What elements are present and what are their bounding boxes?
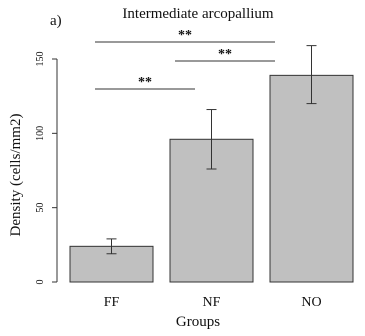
x-tick-label: NF xyxy=(203,295,221,310)
y-tick-label: 50 xyxy=(35,203,46,213)
bar-no xyxy=(269,74,354,283)
y-tick-label: 0 xyxy=(35,280,46,285)
y-axis-label: Density (cells/mm2) xyxy=(8,114,24,237)
x-axis-label: Groups xyxy=(176,314,220,330)
panel-label: a) xyxy=(50,13,62,29)
chart-title: Intermediate arcopallium xyxy=(122,6,274,22)
significance-label: ** xyxy=(138,75,152,90)
x-tick-label: FF xyxy=(104,295,120,310)
significance-label: ** xyxy=(178,28,192,43)
y-tick-label: 100 xyxy=(35,126,46,141)
significance-label: ** xyxy=(218,47,232,62)
x-tick-label: NO xyxy=(301,295,321,310)
plot-area: 0 50 100 150 FF NF NO ** ** ** xyxy=(35,28,354,310)
y-tick-label: 150 xyxy=(35,52,46,67)
